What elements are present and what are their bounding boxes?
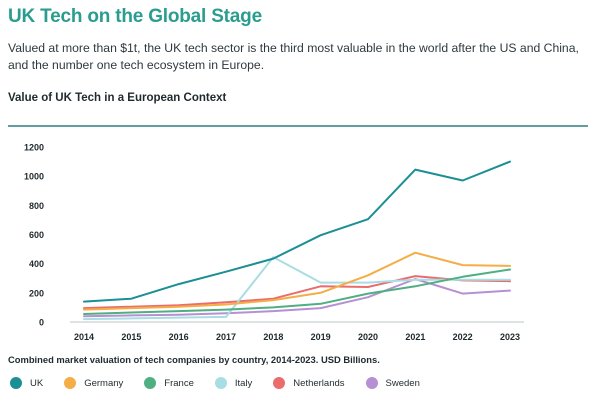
legend-item-netherlands: Netherlands: [273, 377, 345, 389]
x-tick-label: 2022: [453, 332, 473, 342]
series-line-sweden: [83, 278, 511, 318]
x-tick-label: 2018: [263, 332, 283, 342]
y-tick-label: 0: [39, 318, 44, 328]
x-tick-label: 2017: [216, 332, 236, 342]
y-tick-label: 1200: [24, 143, 44, 153]
legend-item-france: France: [144, 377, 194, 389]
series-line-italy: [83, 256, 511, 321]
legend-item-sweden: Sweden: [365, 377, 420, 389]
legend-label: Germany: [84, 377, 124, 389]
legend-item-uk: UK: [10, 377, 43, 389]
legend-swatch: [365, 377, 378, 389]
x-tick-label: 2023: [500, 332, 520, 342]
page-title: UK Tech on the Global Stage: [8, 6, 262, 27]
legend-label: France: [164, 377, 194, 389]
y-axis-ticks: 0 200 400 600 800 1000 1200: [24, 143, 44, 328]
legend-swatch: [214, 377, 227, 389]
x-tick-label: 2016: [169, 332, 189, 342]
series-line-germany: [83, 251, 511, 311]
series-line-netherlands: [83, 275, 511, 310]
chart-title: Value of UK Tech in a European Context: [8, 92, 227, 104]
x-tick-label: 2015: [121, 332, 141, 342]
y-tick-label: 400: [29, 259, 44, 269]
x-tick-label: 2014: [74, 332, 94, 342]
legend-label: Italy: [234, 377, 253, 389]
legend-swatch: [273, 377, 286, 389]
legend-swatch: [10, 377, 22, 389]
series-line-france: [83, 268, 511, 315]
legend-label: Sweden: [385, 377, 420, 389]
y-tick-label: 800: [29, 201, 44, 211]
chart-caption: Combined market valuation of tech compan…: [8, 354, 380, 365]
intro-paragraph: Valued at more than $1t, the UK tech sec…: [8, 41, 579, 72]
legend-swatch: [64, 377, 77, 389]
y-tick-label: 600: [29, 230, 44, 240]
legend-item-italy: Italy: [214, 377, 253, 389]
series-lines: [83, 160, 511, 321]
x-axis-ticks: 2014 2015 2016 2017 2018 2019 2020 2021 2022 2023: [74, 332, 520, 342]
y-tick-label: 200: [29, 288, 44, 298]
chart-legend: UK Germany France Italy Netherlands Sweden: [10, 377, 441, 389]
legend-swatch: [144, 377, 157, 389]
series-line-uk: [83, 160, 511, 303]
x-tick-label: 2020: [358, 332, 378, 342]
legend-label: Netherlands: [293, 377, 345, 389]
legend-label: UK: [30, 377, 44, 389]
legend-item-germany: Germany: [64, 377, 123, 389]
y-tick-label: 1000: [24, 172, 44, 182]
x-tick-label: 2019: [311, 332, 331, 342]
x-tick-label: 2021: [405, 332, 425, 342]
